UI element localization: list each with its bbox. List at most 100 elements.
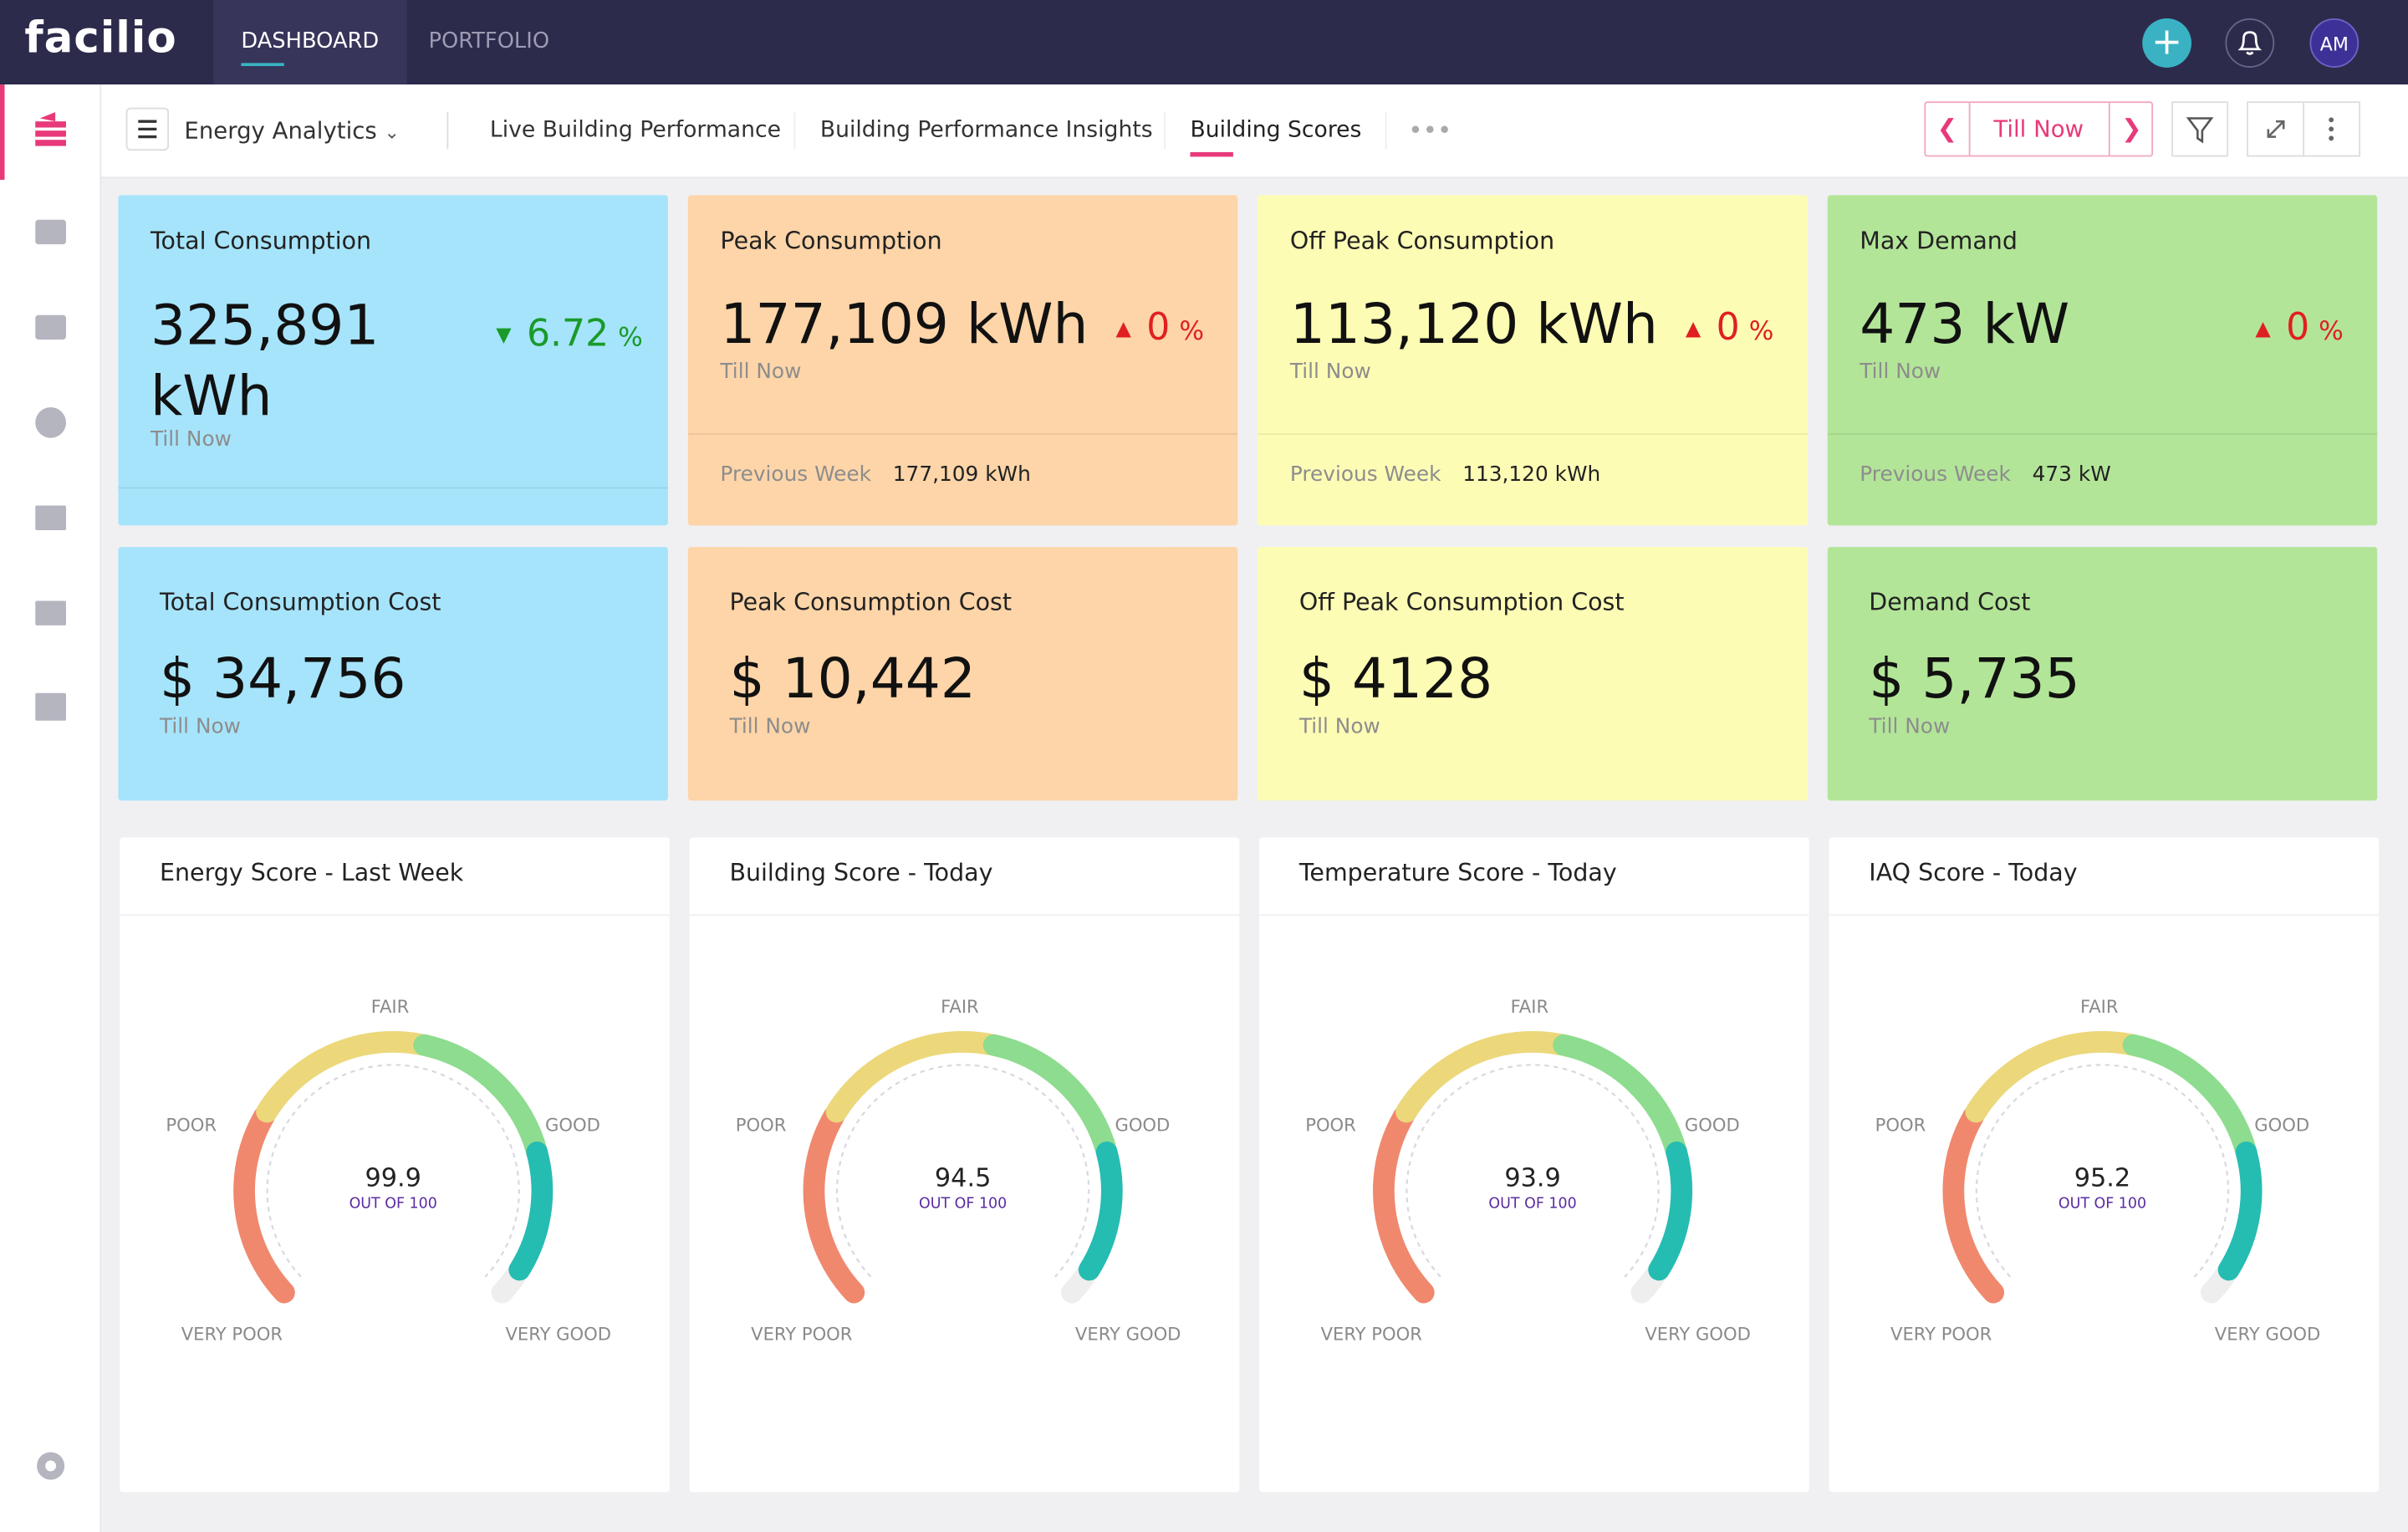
icon[interactable] [35, 692, 66, 721]
gauge-band [508, 1141, 554, 1281]
icon[interactable] [35, 505, 66, 530]
card-title: Peak Consumption [720, 227, 942, 256]
active-indicator [0, 84, 5, 180]
card-header: Temperature Score - Today [1259, 837, 1809, 917]
more-tabs[interactable]: ••• [1408, 115, 1452, 145]
card-value: 473 kW [1860, 293, 2070, 357]
menu-icon [138, 120, 157, 139]
card-title: Total Consumption [150, 227, 372, 256]
dashboard-tab[interactable]: Building Performance Insights [819, 118, 1153, 143]
separator [1164, 112, 1166, 150]
gauge-inner [1406, 1064, 1660, 1278]
gauge-label: VERY POOR [751, 1323, 853, 1344]
gauge-band [1078, 1141, 1123, 1281]
card-value: 113,120 kWh [1289, 293, 1658, 357]
card-title: Total Consumption Cost [160, 588, 441, 616]
card-header: IAQ Score - Today [1829, 837, 2380, 917]
score-value: 99.9 [365, 1164, 421, 1193]
notification-button[interactable] [2225, 18, 2275, 68]
gauge-band [1648, 1141, 1693, 1281]
previous-label: Previous Week [720, 462, 872, 488]
gauge-label: GOOD [545, 1114, 600, 1135]
dashboard-selector[interactable]: Energy Analytics ⌄ [184, 116, 400, 145]
score-max: OUT OF 100 [1488, 1195, 1576, 1212]
filter-button[interactable] [2171, 101, 2229, 157]
nav-tab[interactable]: DASHBOARD [213, 0, 407, 85]
score-card: Temperature Score - Today FAIR POOR GOOD VER… [1259, 837, 1809, 1493]
separator [793, 112, 796, 150]
period: Till Now [720, 359, 802, 385]
gauge-label: GOOD [1115, 1114, 1170, 1135]
gauge-label: VERY GOOD [1075, 1323, 1181, 1344]
period: Till Now [1298, 714, 1380, 739]
period: Till Now [1869, 714, 1951, 739]
gauge-band [1965, 1031, 2152, 1123]
divider [118, 487, 668, 489]
score-max: OUT OF 100 [919, 1195, 1007, 1212]
card-value: $ 34,756 [160, 648, 406, 712]
change-value: 0 [1146, 305, 1171, 350]
card-title: Off Peak Consumption Cost [1298, 588, 1625, 616]
gauge-band [256, 1031, 443, 1123]
period: Till Now [150, 426, 232, 452]
period: Till Now [729, 714, 811, 739]
dashboard-tab[interactable]: Building Scores [1190, 118, 1362, 143]
change: ▲ 0% [2255, 306, 2343, 349]
gauge-band [825, 1031, 1013, 1123]
icon[interactable] [35, 219, 66, 245]
change-unit: % [618, 322, 643, 354]
divider [687, 433, 1238, 436]
change-value: 6.72 [526, 312, 610, 355]
gauge-band [2122, 1034, 2258, 1163]
change-arrow: ▲ [2255, 318, 2271, 341]
bell-icon [2237, 31, 2263, 55]
score-card: Building Score - Today FAIR POOR GOOD VERY P… [689, 837, 1240, 1493]
gauge-label: VERY GOOD [505, 1323, 611, 1344]
next-period[interactable]: ❯ [2108, 103, 2153, 156]
cost-card: Demand Cost $ 5,735 Till Now [1827, 547, 2378, 801]
gauge-band [1373, 1106, 1435, 1304]
settings-hole [45, 1460, 57, 1472]
icon[interactable] [35, 314, 66, 340]
gauge-label: VERY GOOD [1645, 1323, 1751, 1344]
gauge-band [413, 1034, 548, 1163]
menu-button[interactable] [125, 107, 170, 151]
card-title: Peak Consumption Cost [729, 588, 1013, 616]
previous: Previous Week 113,120 kWh [1290, 462, 1600, 487]
icon[interactable] [35, 406, 66, 438]
card-value: 325,891 kWh [150, 294, 380, 429]
action-icons [2267, 103, 2334, 156]
gauge-band [1395, 1031, 1583, 1123]
icon[interactable] [35, 600, 66, 626]
card-title: IAQ Score - Today [1869, 859, 2078, 887]
change-value: 0 [2286, 305, 2310, 350]
period: Till Now [160, 714, 241, 739]
previous-label: Previous Week [1860, 462, 2011, 488]
change: ▲ 0% [1686, 306, 1773, 349]
sidebar [0, 84, 102, 1532]
nav-tab[interactable]: PORTFOLIO [428, 28, 550, 54]
previous-label: Previous Week [1289, 462, 1441, 488]
prev-period[interactable]: ❮ [1926, 103, 1971, 156]
cost-card: Off Peak Consumption Cost $ 4128 Till Now [1258, 547, 1808, 801]
card-header: Building Score - Today [689, 837, 1240, 917]
dashboard-tab[interactable]: Live Building Performance [489, 118, 782, 143]
gauge-label: VERY GOOD [2215, 1323, 2321, 1344]
score-card: IAQ Score - Today FAIR POOR GOOD VERY POOR VE… [1829, 837, 2380, 1493]
gauge-label: GOOD [1685, 1114, 1740, 1135]
kpi-card: Peak Consumption 177,109 kWh ▲ 0% Till Now Pr… [687, 195, 1238, 526]
gauge-band [982, 1034, 1118, 1163]
card-title: Temperature Score - Today [1298, 859, 1617, 887]
gauge-label: POOR [1875, 1114, 1926, 1135]
icon[interactable] [35, 112, 66, 146]
top-bar: facilio DASHBOARD PORTFOLIO + AM [0, 0, 2408, 85]
change-arrow: ▼ [496, 324, 512, 348]
filter-icon [2186, 117, 2214, 144]
add-button[interactable]: + [2142, 18, 2192, 68]
period-selector[interactable]: ❮ Till Now ❯ [1924, 101, 2154, 157]
period-label: Till Now [1993, 115, 2084, 143]
logo[interactable]: facilio [24, 12, 177, 64]
avatar[interactable]: AM [2309, 18, 2360, 68]
change-unit: % [2319, 316, 2344, 348]
